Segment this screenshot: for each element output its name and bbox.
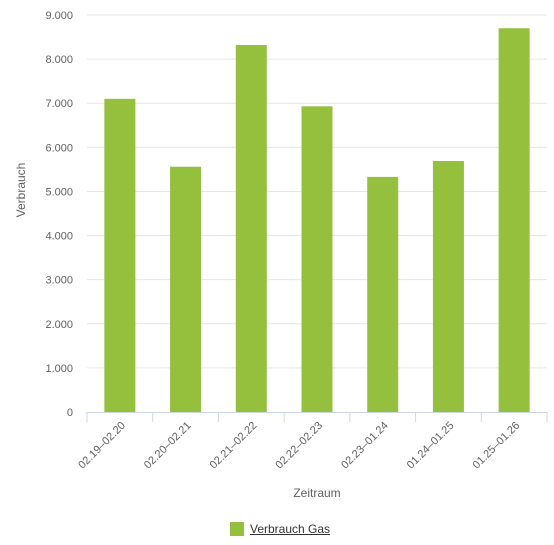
y-tick-label: 7.000 <box>45 98 73 110</box>
bars <box>104 28 530 413</box>
x-tick-label: 02.20–02.21 <box>142 420 194 472</box>
x-tick-label: 01.25–01.26 <box>471 420 523 472</box>
y-tick-label: 6.000 <box>45 142 73 154</box>
y-tick-label: 1.000 <box>45 363 73 375</box>
bar[interactable] <box>301 106 333 412</box>
x-tick-label: 02.21–02.22 <box>208 420 260 472</box>
y-tick-label: 3.000 <box>45 275 73 287</box>
x-tick-label: 02.23–01.24 <box>339 420 391 472</box>
y-tick-label: 2.000 <box>45 319 73 331</box>
x-tick-label: 02.22–02.23 <box>273 420 325 472</box>
y-tick-label: 8.000 <box>45 54 73 66</box>
x-tick-label: 02.19–02.20 <box>76 420 128 472</box>
y-axis-title: Verbrauch <box>14 163 28 218</box>
bar[interactable] <box>498 28 530 412</box>
y-tick-label: 9.000 <box>45 10 73 22</box>
y-axis-ticks: 0 1.000 2.000 3.000 4.000 5.000 6.000 7.000 8.00… <box>45 10 73 419</box>
x-axis: 02.19–02.20 02.20–02.21 02.21–02.22 02.22–0… <box>76 412 548 472</box>
y-tick-label: 0 <box>67 407 73 419</box>
bar[interactable] <box>432 161 464 412</box>
bar[interactable] <box>367 176 399 412</box>
y-tick-label: 4.000 <box>45 231 73 243</box>
x-axis-title: Zeitraum <box>293 486 340 500</box>
bar[interactable] <box>235 44 267 413</box>
x-tick-label: 01.24–01.25 <box>405 420 457 472</box>
bar[interactable] <box>170 166 202 412</box>
legend-item-verbrauch-gas[interactable]: Verbrauch Gas <box>230 522 330 536</box>
bar[interactable] <box>104 98 136 413</box>
legend-label: Verbrauch Gas <box>250 522 331 536</box>
y-tick-label: 5.000 <box>45 186 73 198</box>
legend-swatch <box>230 522 244 536</box>
